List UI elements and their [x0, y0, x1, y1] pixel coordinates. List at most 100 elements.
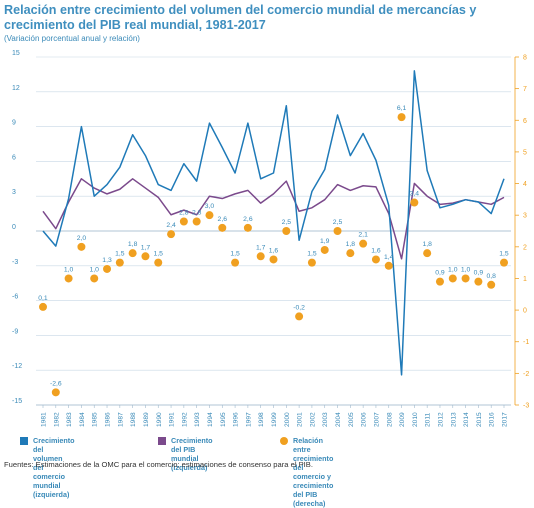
ratio-data-label: 2,8 [179, 210, 189, 217]
ratio-point [333, 227, 342, 235]
ratio-data-label: 0,8 [486, 273, 496, 280]
y-right-tick-label: 4 [523, 181, 527, 188]
ratio-data-label: 1,7 [141, 244, 151, 251]
ratio-point [231, 258, 240, 267]
x-tick-label: 1986 [105, 412, 112, 427]
x-tick-label: 2017 [502, 412, 509, 427]
ratio-data-label: 1,0 [64, 266, 74, 273]
y-right-tick-label: 7 [523, 86, 527, 93]
x-tick-label: 2003 [322, 412, 329, 427]
ratio-data-label: 1,8 [128, 241, 138, 248]
ratio-data-label: 1,0 [461, 266, 471, 273]
ratio-point [474, 277, 483, 286]
ratio-point [77, 242, 86, 251]
x-tick-label: 2002 [309, 412, 316, 427]
x-tick-label: 2011 [425, 412, 432, 427]
ratio-point [359, 239, 368, 248]
y-right-tick-label: -2 [523, 371, 529, 378]
ratio-point [128, 249, 137, 258]
x-tick-label: 2008 [386, 412, 393, 427]
ratio-data-label: 2,0 [77, 235, 87, 242]
x-tick-label: 1991 [169, 412, 176, 427]
ratio-point [487, 280, 496, 289]
y-right-tick-label: 6 [523, 118, 527, 125]
x-tick-label: 1993 [194, 412, 201, 427]
x-tick-label: 2004 [335, 412, 342, 427]
ratio-data-label: 2,8 [192, 210, 202, 217]
legend-label-gdp: Crecimiento del PIB mundial (izquierda) [171, 436, 213, 472]
ratio-point [282, 227, 291, 235]
y-left-tick-label: 12 [12, 85, 20, 92]
ratio-data-label: 1,5 [307, 251, 317, 258]
x-tick-label: 2016 [489, 412, 496, 427]
ratio-point [64, 274, 73, 283]
ratio-point [218, 223, 227, 232]
ratio-data-label: 0,9 [474, 270, 484, 277]
x-tick-label: 1992 [181, 412, 188, 427]
x-tick-label: 2009 [399, 412, 406, 427]
x-tick-label: 2010 [412, 412, 419, 427]
y-left-tick-label: -6 [12, 294, 18, 301]
x-tick-label: 1984 [79, 412, 86, 427]
x-tick-label: 1997 [245, 412, 252, 427]
legend-swatch-trade [20, 437, 28, 445]
ratio-data-label: 1,5 [499, 251, 509, 258]
y-right-tick-label: -3 [523, 403, 529, 410]
ratio-data-label: 1,8 [422, 241, 432, 248]
ratio-point [179, 217, 188, 226]
legend-label-ratio: Relación entre crecimiento del comercio … [293, 436, 334, 508]
ratio-point [307, 258, 316, 267]
x-tick-label: 2012 [437, 412, 444, 427]
ratio-point [51, 388, 60, 397]
x-tick-label: 2007 [373, 412, 380, 427]
ratio-data-label: 6,1 [397, 105, 407, 112]
ratio-data-label: 2,6 [218, 216, 228, 223]
ratio-point [500, 258, 508, 267]
y-left-tick-label: 0 [12, 224, 16, 231]
y-right-tick-label: 8 [523, 55, 527, 62]
y-left-tick-label: 6 [12, 154, 16, 161]
x-tick-label: 1995 [220, 412, 227, 427]
y-right-tick-label: 2 [523, 244, 527, 251]
x-tick-label: 1990 [156, 412, 163, 427]
x-tick-label: 1999 [271, 412, 278, 427]
ratio-data-label: 1,9 [320, 238, 330, 245]
y-right-tick-label: -1 [523, 339, 529, 346]
ratio-data-label: 2,1 [358, 232, 368, 239]
ratio-point [320, 245, 329, 254]
ratio-data-label: 1,5 [154, 251, 164, 258]
ratio-point [397, 113, 406, 122]
ratio-point [192, 217, 201, 226]
ratio-data-label: 2,6 [243, 216, 253, 223]
ratio-point [295, 312, 304, 321]
x-tick-label: 1983 [66, 412, 73, 427]
ratio-point [103, 264, 112, 273]
x-tick-label: 1982 [53, 412, 60, 427]
ratio-point [167, 230, 176, 239]
y-right-tick-label: 0 [523, 308, 527, 315]
chart-title: Relación entre crecimiento del volumen d… [4, 3, 477, 32]
ratio-data-label: 1,6 [371, 247, 381, 254]
x-tick-label: 1996 [233, 412, 240, 427]
ratio-point [205, 211, 214, 220]
ratio-data-label: 1,4 [384, 254, 394, 261]
chart-plot: 15 12 9 6 3 0 -3 -6 -9 -12 -15 8 7 6 5 4 3 2 1 0 -1 -2 -3 1981 1… [12, 50, 529, 427]
ratio-data-label: 1,6 [269, 247, 279, 254]
y-left-tick-label: -9 [12, 328, 18, 335]
ratio-data-label: 3,0 [205, 203, 215, 210]
ratio-data-label: 1,0 [89, 266, 99, 273]
y-left-tick-label: -15 [12, 398, 22, 405]
ratio-data-label: 1,5 [230, 251, 240, 258]
ratio-point [423, 249, 432, 258]
x-tick-label: 1981 [41, 412, 48, 427]
ratio-point [435, 277, 444, 286]
series-line-trade [42, 70, 505, 376]
y-left-tick-label: -3 [12, 259, 18, 266]
ratio-data-label: 1,7 [256, 244, 266, 251]
x-tick-label: 1985 [92, 412, 99, 427]
ratio-point [269, 255, 278, 264]
source-note: Fuentes: Estimaciones de la OMC para el … [4, 460, 313, 469]
y-left-tick-label: 9 [12, 120, 16, 127]
ratio-point [410, 198, 419, 207]
x-tick-label: 2015 [476, 412, 483, 427]
